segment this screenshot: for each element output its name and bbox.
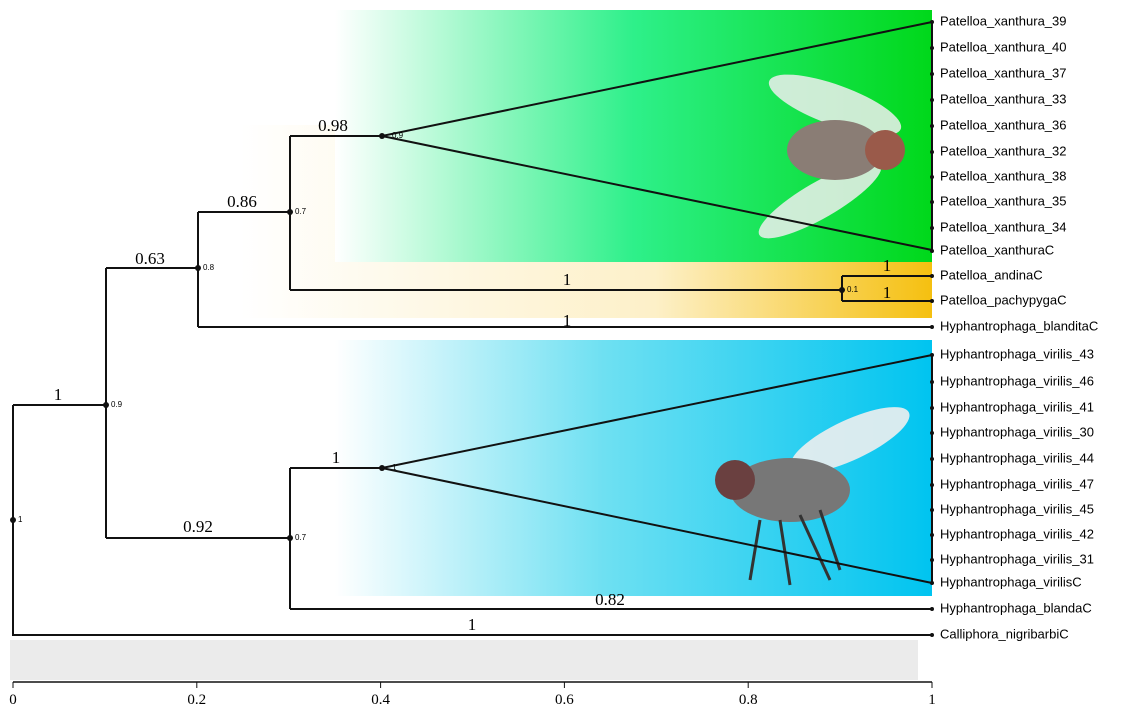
leaf-label: Hyphantrophaga_blanditaC bbox=[940, 318, 1098, 333]
leaf-label: Patelloa_xanthura_32 bbox=[940, 143, 1067, 158]
leaf-label: Hyphantrophaga_virilis_31 bbox=[940, 551, 1094, 566]
leaf-label: Hyphantrophaga_virilis_44 bbox=[940, 450, 1094, 465]
node-dot bbox=[379, 465, 385, 471]
support-label: 1 bbox=[332, 448, 341, 467]
leaf-dot bbox=[930, 72, 934, 76]
node-label: 0.7 bbox=[295, 533, 307, 542]
leaf-dot bbox=[930, 380, 934, 384]
leaf-label: Patelloa_xanthuraC bbox=[940, 242, 1054, 257]
node-label: 0.9 bbox=[392, 131, 404, 140]
leaf-label: Patelloa_xanthura_38 bbox=[940, 168, 1067, 183]
node-label: 0.9 bbox=[111, 400, 123, 409]
support-label: 0.98 bbox=[318, 116, 348, 135]
leaf-label: Hyphantrophaga_blandaC bbox=[940, 600, 1092, 615]
leaf-label: Hyphantrophaga_virilis_43 bbox=[940, 346, 1094, 361]
leaf-dot bbox=[930, 431, 934, 435]
leaf-dot bbox=[930, 508, 934, 512]
support-label: 1 bbox=[54, 385, 63, 404]
leaf-label: Calliphora_nigribarbiC bbox=[940, 626, 1069, 641]
leaf-dot bbox=[930, 150, 934, 154]
leaf-dot bbox=[930, 558, 934, 562]
leaf-dot bbox=[930, 483, 934, 487]
support-label: 0.92 bbox=[183, 517, 213, 536]
node-label: 0.8 bbox=[203, 263, 215, 272]
leaf-label: Hyphantrophaga_virilisC bbox=[940, 574, 1082, 589]
leaf-dot bbox=[930, 353, 934, 357]
leaf-label: Hyphantrophaga_virilis_47 bbox=[940, 476, 1094, 491]
axis-tick-label: 1 bbox=[928, 692, 936, 708]
axis-tick-label: 0.8 bbox=[739, 692, 758, 708]
leaf-label: Patelloa_xanthura_35 bbox=[940, 193, 1067, 208]
node-dot bbox=[195, 265, 201, 271]
leaf-dot bbox=[930, 226, 934, 230]
scale-band bbox=[10, 640, 918, 680]
leaf-dot bbox=[930, 200, 934, 204]
leaf-label: Patelloa_xanthura_39 bbox=[940, 13, 1067, 28]
leaf-dot bbox=[930, 46, 934, 50]
leaf-label: Hyphantrophaga_virilis_42 bbox=[940, 526, 1094, 541]
leaf-dot bbox=[930, 274, 934, 278]
support-label: 1 bbox=[883, 283, 892, 302]
support-label: 1 bbox=[563, 270, 572, 289]
leaf-dot bbox=[930, 607, 934, 611]
leaf-label: Patelloa_xanthura_37 bbox=[940, 65, 1067, 80]
leaf-dot bbox=[930, 20, 934, 24]
leaf-dot bbox=[930, 533, 934, 537]
axis-tick-label: 0.2 bbox=[187, 692, 206, 708]
node-dot bbox=[839, 287, 845, 293]
leaf-dot bbox=[930, 98, 934, 102]
support-label: 1 bbox=[883, 256, 892, 275]
support-label: 0.82 bbox=[595, 590, 625, 609]
axis-tick-label: 0.6 bbox=[555, 692, 574, 708]
leaf-dot bbox=[930, 299, 934, 303]
axis-tick-label: 0 bbox=[9, 692, 17, 708]
node-dot bbox=[287, 535, 293, 541]
leaf-label: Hyphantrophaga_virilis_30 bbox=[940, 424, 1094, 439]
support-label: 0.63 bbox=[135, 249, 165, 268]
axis-tick-label: 0.4 bbox=[371, 692, 390, 708]
leaf-label: Patelloa_xanthura_36 bbox=[940, 117, 1067, 132]
node-label: 1 bbox=[18, 515, 23, 524]
node-dot bbox=[287, 209, 293, 215]
leaf-dot bbox=[930, 406, 934, 410]
node-label: 0.1 bbox=[847, 285, 859, 294]
leaf-label: Hyphantrophaga_virilis_46 bbox=[940, 373, 1094, 388]
leaf-dot bbox=[930, 325, 934, 329]
node-dot bbox=[379, 133, 385, 139]
support-label: 1 bbox=[563, 311, 572, 330]
leaf-label: Patelloa_xanthura_34 bbox=[940, 219, 1067, 234]
leaf-label: Patelloa_xanthura_40 bbox=[940, 39, 1067, 54]
node-label: 0.7 bbox=[295, 207, 307, 216]
leaf-label: Hyphantrophaga_virilis_45 bbox=[940, 501, 1094, 516]
node-dot bbox=[103, 402, 109, 408]
leaf-dot bbox=[930, 633, 934, 637]
clade-shade bbox=[335, 340, 932, 596]
leaf-label: Patelloa_pachypygaC bbox=[940, 292, 1066, 307]
support-label: 0.86 bbox=[227, 192, 257, 211]
leaf-label: Patelloa_andinaC bbox=[940, 267, 1043, 282]
node-label: 1 bbox=[392, 463, 397, 472]
leaf-dot bbox=[930, 175, 934, 179]
leaf-dot bbox=[930, 124, 934, 128]
leaf-dot bbox=[930, 581, 934, 585]
tree: Patelloa_xanthura_39 Patelloa_xanthura_40… bbox=[0, 0, 1128, 711]
leaf-dot bbox=[930, 457, 934, 461]
support-label: 1 bbox=[468, 615, 477, 634]
leaf-label: Hyphantrophaga_virilis_41 bbox=[940, 399, 1094, 414]
node-dot bbox=[10, 517, 16, 523]
leaf-label: Patelloa_xanthura_33 bbox=[940, 91, 1067, 106]
leaf-dot bbox=[930, 249, 934, 253]
